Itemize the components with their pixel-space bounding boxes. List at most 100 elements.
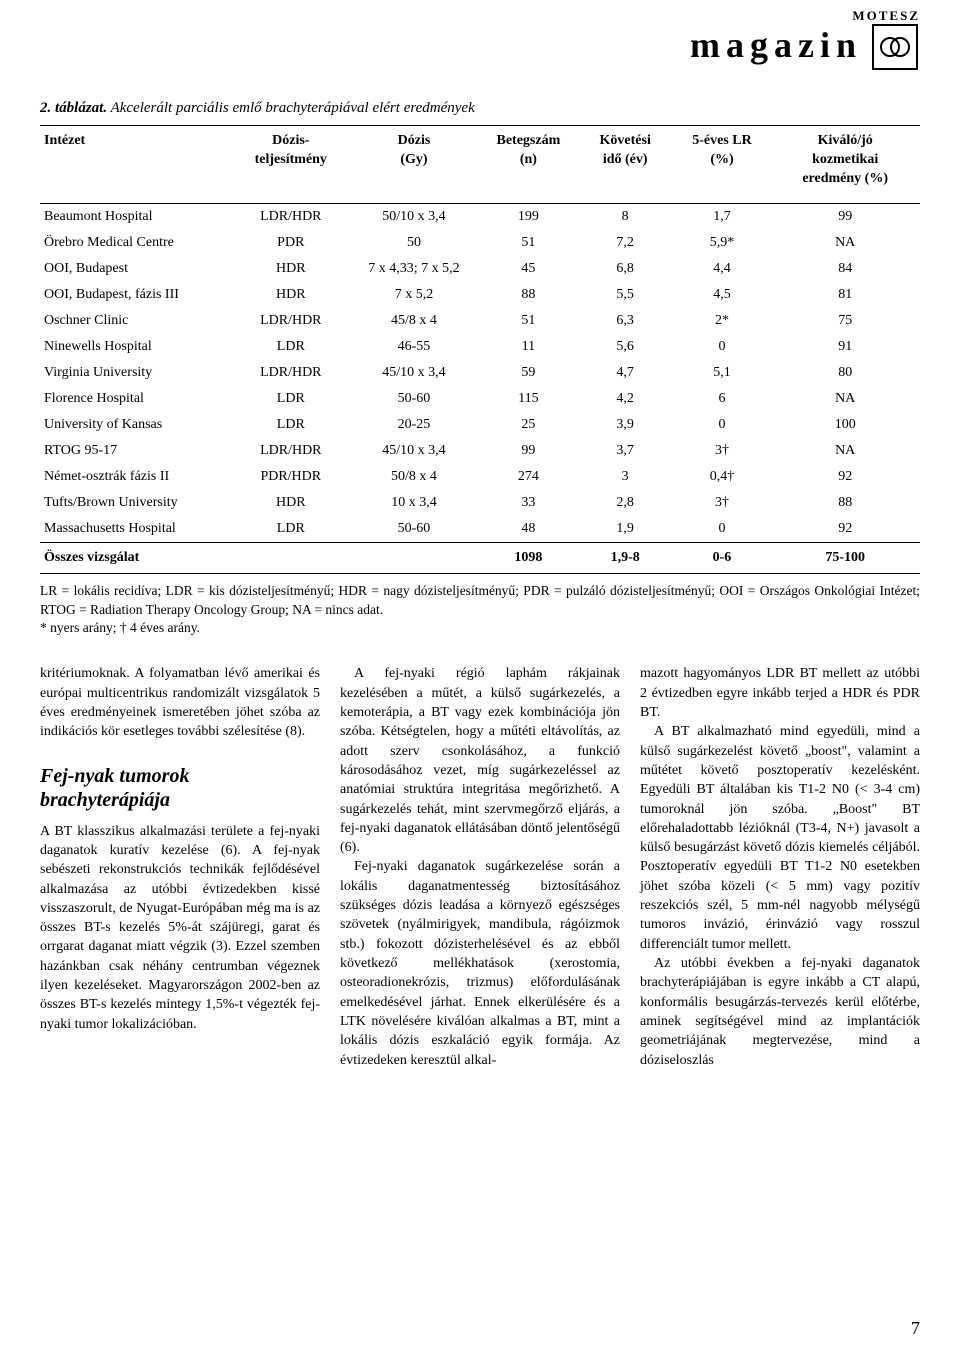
table-cell: 5,6 [577, 334, 674, 360]
section-heading: Fej-nyak tumorok brachyterápiája [40, 764, 320, 812]
table-cell: NA [770, 386, 920, 412]
col-header: Intézet [40, 126, 234, 204]
table-summary-cell: 75-100 [770, 542, 920, 573]
table-cell: 33 [480, 490, 577, 516]
table-cell: Florence Hospital [40, 386, 234, 412]
table-cell: 45/8 x 4 [348, 308, 480, 334]
table-cell: PDR/HDR [234, 464, 348, 490]
table-cell: 50/10 x 3,4 [348, 203, 480, 230]
header-brand-small: MOTESZ [0, 8, 920, 24]
table-cell: LDR [234, 334, 348, 360]
table-cell: 4,4 [674, 256, 771, 282]
table-row: Florence HospitalLDR50-601154,26NA [40, 386, 920, 412]
table-cell: 59 [480, 360, 577, 386]
table-header-row: Intézet Dózis-teljesítmény Dózis(Gy) Bet… [40, 126, 920, 204]
table-cell: 75 [770, 308, 920, 334]
table-cell: 46-55 [348, 334, 480, 360]
table-cell: LDR/HDR [234, 203, 348, 230]
table-row: RTOG 95-17LDR/HDR45/10 x 3,4993,73†NA [40, 438, 920, 464]
table-cell: 88 [480, 282, 577, 308]
table-cell: 99 [770, 203, 920, 230]
table-cell: 4,5 [674, 282, 771, 308]
table-cell: 3† [674, 490, 771, 516]
header-logo-icon [872, 24, 918, 70]
table-cell: HDR [234, 256, 348, 282]
table-cell: 50/8 x 4 [348, 464, 480, 490]
table-cell: 20-25 [348, 412, 480, 438]
table-caption-rest: Akcelerált parciális emlő brachyterápiáv… [107, 100, 475, 116]
column-3: mazott hagyományos LDR BT mellett az utó… [640, 664, 920, 1070]
table-row: OOI, BudapestHDR7 x 4,33; 7 x 5,2456,84,… [40, 256, 920, 282]
table-summary-cell [348, 542, 480, 573]
header-title-row: magazin [0, 24, 920, 70]
col-header: Kiváló/jókozmetikaieredmény (%) [770, 126, 920, 204]
table-row: Beaumont HospitalLDR/HDR50/10 x 3,419981… [40, 203, 920, 230]
body-paragraph: mazott hagyományos LDR BT mellett az utó… [640, 664, 920, 722]
table-cell: 7 x 4,33; 7 x 5,2 [348, 256, 480, 282]
body-paragraph: A BT klasszikus alkalmazási területe a f… [40, 822, 320, 1034]
table-footnote: LR = lokális recidíva; LDR = kis dóziste… [40, 582, 920, 639]
table-cell: 5,5 [577, 282, 674, 308]
table-row: OOI, Budapest, fázis IIIHDR7 x 5,2885,54… [40, 282, 920, 308]
col-header: Követésiidő (év) [577, 126, 674, 204]
table-cell: 88 [770, 490, 920, 516]
col-header: Betegszám(n) [480, 126, 577, 204]
table-cell: 45/10 x 3,4 [348, 360, 480, 386]
table-cell: 0 [674, 412, 771, 438]
body-paragraph: A fej-nyaki régió laphám rákjainak kezel… [340, 664, 620, 857]
body-paragraph: A BT alkalmazható mind egyedüli, mind a … [640, 722, 920, 954]
table-cell: 50-60 [348, 516, 480, 543]
table-row: Oschner ClinicLDR/HDR45/8 x 4516,32*75 [40, 308, 920, 334]
col-header: Dózis(Gy) [348, 126, 480, 204]
table-cell: 6 [674, 386, 771, 412]
table-cell: 10 x 3,4 [348, 490, 480, 516]
table-body: Beaumont HospitalLDR/HDR50/10 x 3,419981… [40, 203, 920, 573]
table-row: University of KansasLDR20-25253,90100 [40, 412, 920, 438]
table-cell: 7,2 [577, 230, 674, 256]
col-header: Dózis-teljesítmény [234, 126, 348, 204]
table-caption-prefix: 2. táblázat. [40, 100, 107, 116]
table-cell: 50 [348, 230, 480, 256]
table-cell: LDR/HDR [234, 360, 348, 386]
table-head: Intézet Dózis-teljesítmény Dózis(Gy) Bet… [40, 126, 920, 204]
table-cell: OOI, Budapest [40, 256, 234, 282]
table-cell: 3† [674, 438, 771, 464]
table-cell: 100 [770, 412, 920, 438]
table-cell: 199 [480, 203, 577, 230]
table-cell: 99 [480, 438, 577, 464]
table-cell: 50-60 [348, 386, 480, 412]
table-cell: HDR [234, 282, 348, 308]
table-cell: Oschner Clinic [40, 308, 234, 334]
table-cell: 1,7 [674, 203, 771, 230]
page-number: 7 [911, 1318, 920, 1339]
table-cell: University of Kansas [40, 412, 234, 438]
column-2: A fej-nyaki régió laphám rákjainak kezel… [340, 664, 620, 1070]
table-cell: 6,8 [577, 256, 674, 282]
table-cell: LDR [234, 516, 348, 543]
table-cell: 115 [480, 386, 577, 412]
table-summary-cell: 1098 [480, 542, 577, 573]
table-cell: 81 [770, 282, 920, 308]
table-summary-row: Összes vizsgálat10981,9-80-675-100 [40, 542, 920, 573]
table-cell: 3 [577, 464, 674, 490]
table-caption: 2. táblázat. Akcelerált parciális emlő b… [40, 100, 920, 117]
table-cell: Beaumont Hospital [40, 203, 234, 230]
table-row: Ninewells HospitalLDR46-55115,6091 [40, 334, 920, 360]
table-row: Örebro Medical CentrePDR50517,25,9*NA [40, 230, 920, 256]
table-cell: RTOG 95-17 [40, 438, 234, 464]
table-cell: HDR [234, 490, 348, 516]
table-cell: 3,7 [577, 438, 674, 464]
table-cell: 0 [674, 516, 771, 543]
table-cell: Massachusetts Hospital [40, 516, 234, 543]
table-cell: 5,1 [674, 360, 771, 386]
table-cell: Tufts/Brown University [40, 490, 234, 516]
table-cell: LDR [234, 412, 348, 438]
results-table: Intézet Dózis-teljesítmény Dózis(Gy) Bet… [40, 125, 920, 574]
table-cell: 92 [770, 516, 920, 543]
table-row: Német-osztrák fázis IIPDR/HDR50/8 x 4274… [40, 464, 920, 490]
table-cell: 3,9 [577, 412, 674, 438]
table-row: Tufts/Brown UniversityHDR10 x 3,4332,83†… [40, 490, 920, 516]
table-cell: 51 [480, 308, 577, 334]
table-cell: 274 [480, 464, 577, 490]
table-cell: 45/10 x 3,4 [348, 438, 480, 464]
